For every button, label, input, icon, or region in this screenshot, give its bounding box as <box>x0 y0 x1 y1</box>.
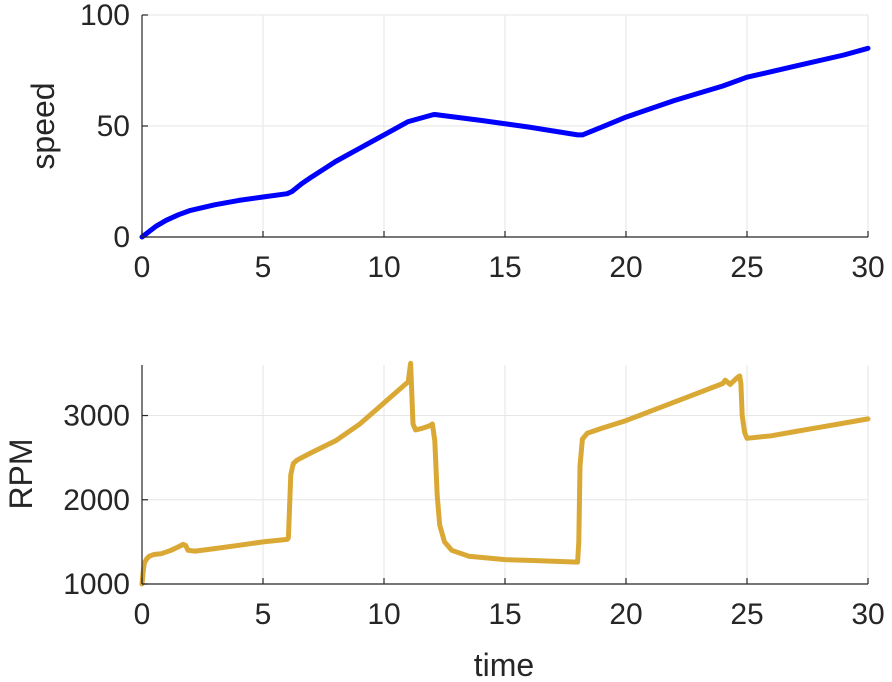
speed-ylabel: speed <box>25 82 61 169</box>
speed-y-tick-label: 50 <box>97 110 130 143</box>
rpm-axes <box>141 365 869 585</box>
speed-x-tick-label: 15 <box>488 251 521 284</box>
speed-x-tick-label: 10 <box>367 251 400 284</box>
rpm-tick-labels: 0 5 10 15 20 25 30 1000 2000 3000 <box>63 400 884 631</box>
rpm-plot: 0 5 10 15 20 25 30 1000 2000 3000 RPM time <box>3 360 885 682</box>
speed-x-tick-label: 0 <box>134 251 151 284</box>
rpm-ylabel: RPM <box>3 438 39 509</box>
speed-series-line <box>139 45 871 240</box>
rpm-x-tick-label: 0 <box>134 598 151 631</box>
rpm-xlabel: time <box>474 647 534 682</box>
speed-x-tick-label: 20 <box>609 251 642 284</box>
rpm-x-tick-label: 20 <box>609 598 642 631</box>
speed-axes <box>141 14 869 238</box>
speed-x-tick-label: 30 <box>851 251 884 284</box>
speed-series-layer <box>139 45 871 240</box>
rpm-grid <box>141 365 869 585</box>
rpm-x-tick-label: 15 <box>488 598 521 631</box>
rpm-x-tick-label: 30 <box>851 598 884 631</box>
rpm-series-layer <box>139 360 871 587</box>
rpm-x-tick-label: 10 <box>367 598 400 631</box>
rpm-y-tick-label: 1000 <box>63 568 130 601</box>
speed-y-tick-label: 0 <box>113 221 130 254</box>
rpm-y-tick-label: 3000 <box>63 400 130 433</box>
speed-y-tick-label: 100 <box>80 0 130 32</box>
speed-x-tick-label: 5 <box>255 251 272 284</box>
speed-x-tick-label: 25 <box>730 251 763 284</box>
speed-plot: 0 5 10 15 20 25 30 0 50 100 speed <box>25 0 885 284</box>
speed-tick-labels: 0 5 10 15 20 25 30 0 50 100 <box>80 0 885 284</box>
rpm-series-line <box>139 360 871 587</box>
rpm-y-tick-label: 2000 <box>63 484 130 517</box>
rpm-x-tick-label: 25 <box>730 598 763 631</box>
rpm-x-tick-label: 5 <box>255 598 272 631</box>
